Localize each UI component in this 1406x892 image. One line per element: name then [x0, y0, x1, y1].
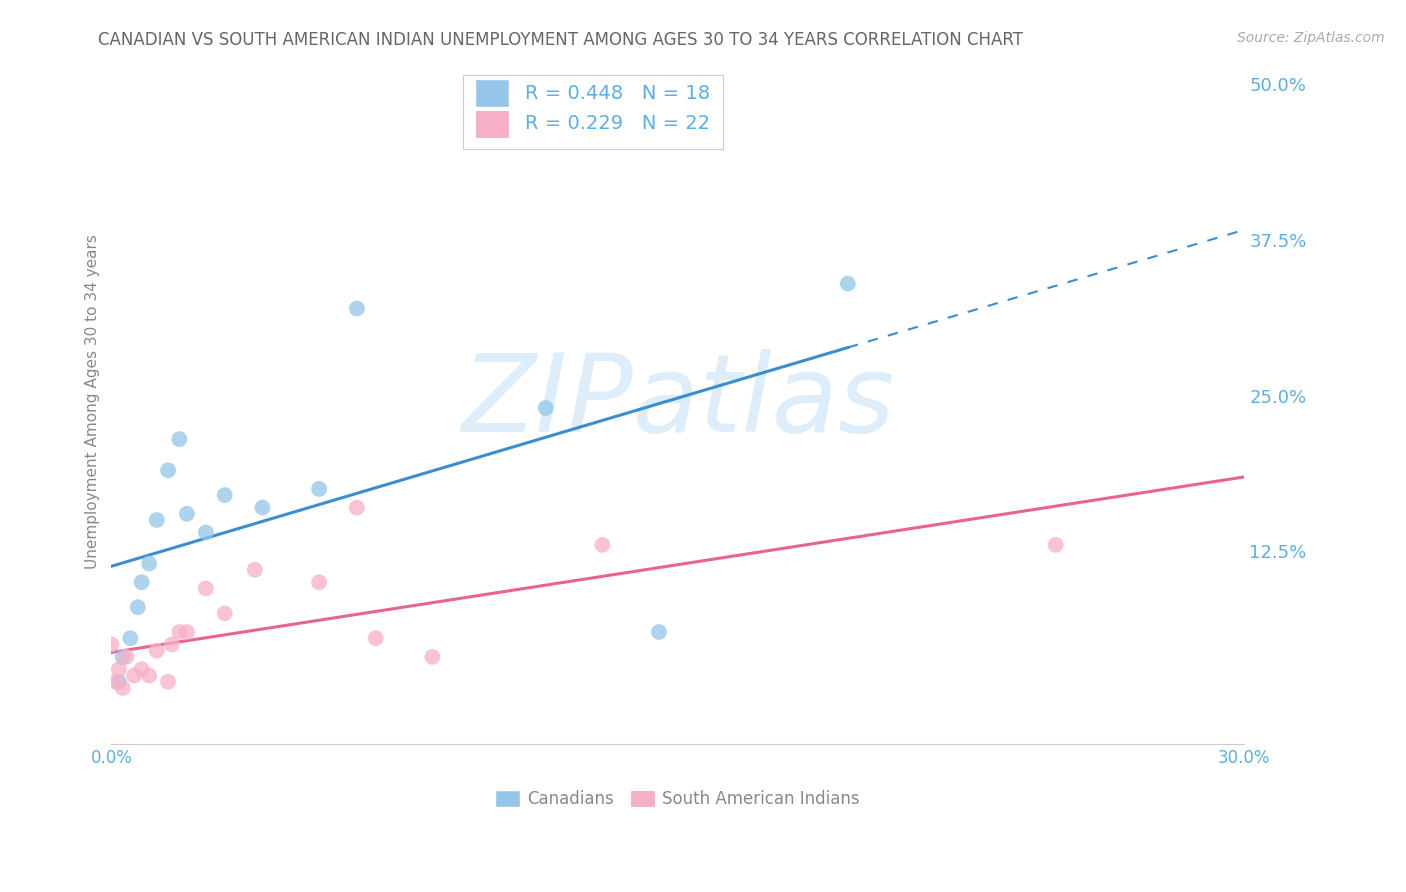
Point: [308, 575, 330, 590]
Point: [100, 637, 122, 651]
Point: [145, 643, 167, 657]
Point: [591, 538, 613, 552]
Point: [534, 401, 557, 415]
Point: [837, 277, 859, 291]
Point: [214, 607, 236, 621]
Point: [252, 500, 274, 515]
Point: [160, 637, 183, 651]
Point: [131, 575, 153, 590]
Point: [194, 525, 217, 540]
Point: [104, 674, 127, 689]
FancyBboxPatch shape: [477, 111, 508, 137]
Point: [194, 582, 217, 596]
Point: [308, 482, 330, 496]
Point: [176, 625, 198, 640]
Point: [1045, 538, 1067, 552]
Point: [214, 488, 236, 502]
Point: [131, 662, 153, 676]
Point: [122, 668, 145, 682]
Text: CANADIAN VS SOUTH AMERICAN INDIAN UNEMPLOYMENT AMONG AGES 30 TO 34 YEARS CORRELA: CANADIAN VS SOUTH AMERICAN INDIAN UNEMPL…: [98, 31, 1024, 49]
Point: [157, 463, 180, 477]
Point: [422, 649, 444, 664]
Point: [127, 600, 149, 615]
Text: ZIPatlas: ZIPatlas: [461, 350, 894, 454]
Legend: Canadians, South American Indians: Canadians, South American Indians: [489, 783, 866, 814]
Point: [346, 500, 368, 515]
Text: R = 0.448   N = 18: R = 0.448 N = 18: [524, 84, 710, 103]
FancyBboxPatch shape: [477, 80, 508, 106]
Text: R = 0.229   N = 22: R = 0.229 N = 22: [524, 114, 710, 134]
Point: [145, 513, 167, 527]
Point: [115, 649, 138, 664]
Point: [111, 649, 134, 664]
Point: [108, 662, 131, 676]
Point: [138, 557, 160, 571]
Point: [346, 301, 368, 316]
Point: [364, 631, 387, 645]
Point: [169, 625, 191, 640]
FancyBboxPatch shape: [463, 75, 723, 149]
Point: [138, 668, 160, 682]
Point: [648, 625, 671, 640]
Point: [111, 681, 134, 695]
Text: Source: ZipAtlas.com: Source: ZipAtlas.com: [1237, 31, 1385, 45]
Point: [108, 674, 131, 689]
Point: [120, 631, 142, 645]
Point: [169, 432, 191, 446]
Point: [243, 563, 266, 577]
Point: [157, 674, 180, 689]
Point: [176, 507, 198, 521]
Y-axis label: Unemployment Among Ages 30 to 34 years: Unemployment Among Ages 30 to 34 years: [86, 235, 100, 569]
